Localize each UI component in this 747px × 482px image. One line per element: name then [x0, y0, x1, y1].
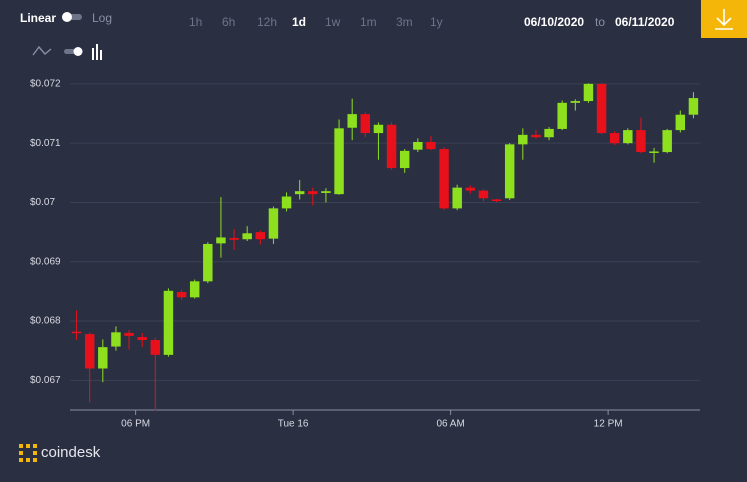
candle-body: [360, 114, 371, 134]
scale-linear[interactable]: Linear: [20, 11, 57, 25]
candle-body: [504, 144, 515, 199]
candle-body: [242, 233, 252, 240]
y-tick-label: $0.071: [30, 138, 61, 149]
candle-body: [557, 102, 567, 129]
y-tick-label: $0.069: [30, 256, 61, 267]
candle-body: [426, 141, 436, 150]
chart: $0.067 $0.068 $0.069 $0.07 $0.071 $0.072 06 PM…: [30, 79, 700, 430]
candle-body: [662, 130, 672, 153]
candle-body: [688, 98, 699, 115]
y-tick-label: $0.072: [30, 79, 61, 90]
candle-body: [176, 291, 187, 298]
candle-body: [491, 199, 502, 201]
range-button[interactable]: 1m: [360, 15, 377, 29]
range-button[interactable]: 1h: [189, 15, 203, 29]
candle-body: [124, 332, 134, 336]
y-tick-label: $0.068: [30, 316, 61, 327]
candle-body: [583, 83, 594, 102]
range-button[interactable]: 1w: [325, 15, 341, 29]
candle-body: [255, 232, 266, 240]
range-button[interactable]: 1d: [292, 15, 307, 29]
candle-body: [675, 114, 686, 131]
candle-body: [71, 331, 82, 334]
scale-log[interactable]: Log: [92, 11, 113, 25]
candle-body: [229, 238, 239, 240]
scale-toggle[interactable]: [62, 12, 82, 22]
candle-body: [465, 187, 476, 191]
brand-name: coindesk: [41, 444, 101, 461]
candle-body: [452, 187, 462, 209]
candle-body: [439, 149, 449, 209]
candle-body: [347, 114, 357, 128]
x-tick-label: 06 AM: [436, 419, 464, 430]
chart-type-icons[interactable]: [30, 42, 110, 62]
candle-body: [84, 334, 95, 369]
range-button[interactable]: 12h: [257, 15, 278, 29]
candle-body: [636, 130, 646, 153]
candle-body: [518, 134, 528, 145]
candle-body: [111, 332, 121, 347]
candle-body: [334, 128, 344, 195]
candle-body: [308, 191, 318, 195]
range-button[interactable]: 1y: [430, 15, 443, 29]
date-to[interactable]: 06/11/2020: [615, 15, 675, 29]
range-button[interactable]: 3m: [396, 15, 413, 29]
candle-body: [478, 190, 489, 199]
candle-body: [373, 124, 384, 134]
download-button[interactable]: [701, 0, 747, 38]
candle-body: [623, 130, 633, 144]
candle-body: [321, 191, 331, 193]
candle-body: [294, 191, 305, 195]
candle-body: [596, 83, 607, 134]
candle-body: [216, 237, 226, 244]
candle-body: [413, 141, 423, 150]
candle-body: [268, 208, 279, 239]
candle-body: [609, 133, 620, 144]
download-icon: [715, 9, 733, 30]
x-tick-label: 06 PM: [121, 419, 150, 430]
x-tick-label: Tue 16: [278, 419, 309, 430]
candle-body: [544, 128, 554, 138]
candle-body: [189, 281, 200, 298]
range-button[interactable]: 6h: [222, 15, 236, 29]
candle-body: [98, 347, 108, 369]
candle-body: [386, 124, 397, 169]
date-separator: to: [595, 15, 606, 29]
candle-body: [150, 340, 161, 355]
candle-body: [281, 196, 292, 209]
brand-logo: [19, 444, 37, 462]
date-from[interactable]: 06/10/2020: [524, 15, 585, 29]
y-tick-label: $0.067: [30, 375, 61, 386]
y-tick-label: $0.07: [30, 197, 55, 208]
candle-body: [203, 243, 213, 282]
candle-body: [163, 290, 174, 355]
candle-body: [137, 337, 147, 341]
candle-body: [399, 150, 410, 169]
candle-body: [649, 151, 659, 153]
x-tick-label: 12 PM: [594, 419, 623, 430]
candle-body: [531, 134, 541, 138]
candle-body: [570, 101, 581, 103]
